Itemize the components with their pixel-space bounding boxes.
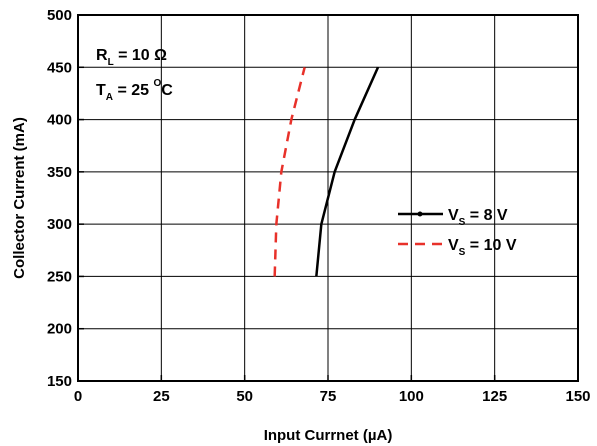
series-line-vs-8v [315,66,380,277]
x-tick-label: 125 [482,388,507,405]
x-tick-label: 50 [236,388,253,405]
x-axis-label: Input Currnet (µA) [264,427,393,444]
legend-label-vs-8v: VS = 8 V [448,207,508,228]
y-tick-label: 350 [47,164,72,181]
annotation-load-resistance: RL = 10 Ω [96,47,167,68]
grid-lines [78,15,578,381]
y-tick-label: 300 [47,216,72,233]
y-tick-label: 450 [47,59,72,76]
series-lines [273,66,380,277]
legend: VS = 8 V VS = 10 V [398,207,517,258]
x-tick-label: 100 [399,388,424,405]
y-axis-label: Collector Current (mA) [11,117,28,279]
y-tick-label: 500 [47,7,72,24]
x-tick-label: 25 [153,388,170,405]
y-tick-label: 250 [47,268,72,285]
legend-marker-vs-8v [417,211,423,217]
y-tick-label: 200 [47,321,72,338]
annotation-ambient-temperature: TA = 25 OC [96,78,173,103]
x-tick-label: 75 [320,388,337,405]
x-tick-label: 150 [565,388,590,405]
series-line-vs-10v [273,66,306,277]
axis-ticks: 0 25 50 75 100 125 150 150 200 250 300 350 400 450 500 [47,7,591,405]
x-tick-label: 0 [74,388,82,405]
y-tick-label: 150 [47,373,72,390]
legend-label-vs-10v: VS = 10 V [448,237,517,258]
y-tick-label: 400 [47,112,72,129]
